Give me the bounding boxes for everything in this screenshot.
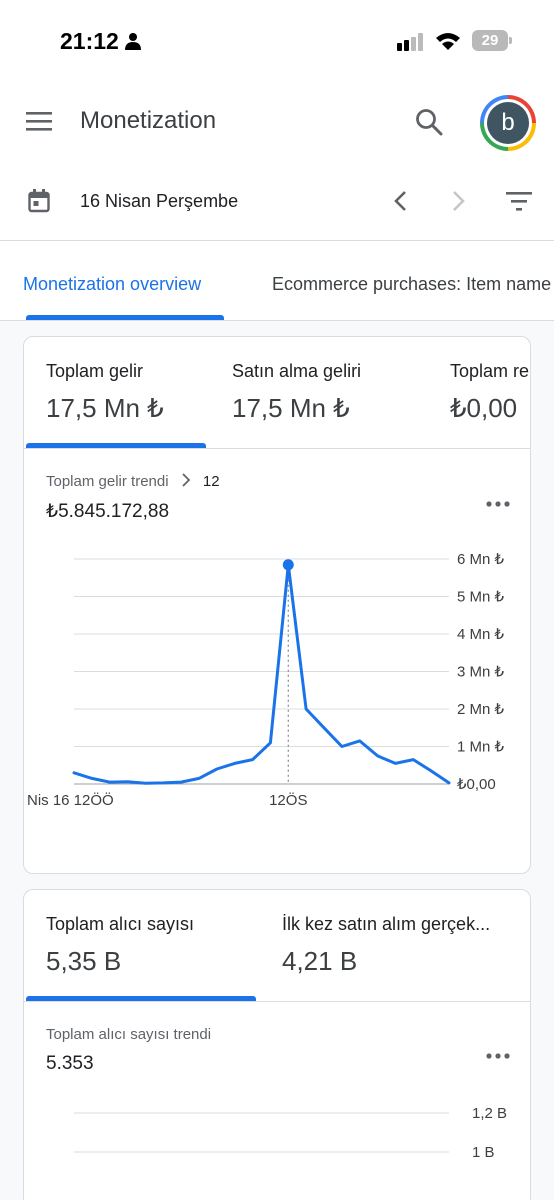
y-tick-label: ₺0,00 (457, 776, 496, 793)
y-tick-label: 2 Mn ₺ (457, 701, 505, 718)
y-tick-label: 1 Mn ₺ (457, 739, 505, 756)
trend-title[interactable]: Toplam gelir trendi 12 (46, 473, 220, 490)
buyers-trend-chart: 1 B 1,2 B (74, 1105, 507, 1161)
active-tab-indicator (26, 315, 224, 320)
buyers-card: Toplam alıcı sayısı 5,35 B İlk kez satın… (23, 889, 531, 1200)
metric-value: 17,5 Mn ₺ (46, 393, 164, 423)
chevron-right-icon (182, 473, 191, 487)
account-avatar[interactable]: b (480, 95, 536, 151)
more-options-icon[interactable] (486, 495, 510, 513)
y-tick-label: 6 Mn ₺ (457, 551, 505, 568)
avatar-letter: b (487, 102, 529, 144)
battery-indicator: 29 (472, 30, 508, 51)
chevron-right-icon[interactable] (449, 190, 469, 217)
card-divider (24, 448, 530, 449)
active-metric-indicator (26, 996, 256, 1001)
trend-value: 5.353 (46, 1053, 94, 1074)
avatar-frame: b (484, 99, 532, 147)
search-icon[interactable] (414, 107, 444, 142)
y-tick-label: 3 Mn ₺ (457, 664, 505, 681)
calendar-icon[interactable] (28, 189, 50, 218)
metric-value: 17,5 Mn ₺ (232, 393, 350, 423)
wifi-icon (435, 31, 461, 56)
page-title: Monetization (80, 107, 217, 134)
status-time: 21:12 (60, 28, 119, 54)
y-tick-label: 1 B (472, 1144, 495, 1161)
revenue-trend-chart: ₺0,00 1 Mn ₺ 2 Mn ₺ 3 Mn ₺ 4 Mn ₺ 5 Mn ₺ 6 Mn … (27, 551, 505, 809)
metric-label: Toplam alıcı sayısı (46, 914, 195, 934)
trend-value: ₺5.845.172,88 (46, 501, 170, 522)
chevron-left-icon[interactable] (391, 190, 411, 217)
more-options-icon[interactable] (486, 1047, 510, 1065)
card-divider (24, 1001, 530, 1002)
y-tick-label: 4 Mn ₺ (457, 626, 505, 643)
series-line (72, 563, 451, 785)
trend-title[interactable]: Toplam alıcı sayısı trendi (46, 1026, 212, 1043)
status-bar: 21:12 29 (0, 0, 554, 80)
person-icon (124, 32, 142, 55)
trend-title-text: Toplam gelir trendi (46, 473, 169, 490)
x-tick-label: 12ÖS (269, 791, 307, 809)
active-metric-indicator (26, 443, 206, 448)
metric-value: 5,35 B (46, 946, 122, 976)
metric-value: 4,21 B (282, 946, 358, 976)
trend-suffix: 12 (202, 473, 220, 490)
metric-label: Toplam reklam geliri (450, 361, 530, 381)
filter-icon[interactable] (506, 190, 532, 217)
metric-value: ₺0,00 (450, 393, 518, 423)
tab-monetization-overview[interactable]: Monetization overview (23, 274, 202, 294)
header-divider (0, 240, 554, 241)
metric-label: Satın alma geliri (232, 361, 362, 381)
metric-label: Toplam gelir (46, 361, 144, 381)
menu-icon[interactable] (26, 111, 52, 136)
highlight-point (282, 559, 294, 571)
battery-cap (509, 37, 512, 44)
x-tick-label: Nis 16 12ÖÖ (27, 791, 114, 809)
signal-icon (397, 33, 425, 56)
y-tick-label: 5 Mn ₺ (457, 589, 505, 606)
metric-label: İlk kez satın alım gerçek... (282, 914, 491, 934)
tab-ecommerce-purchases[interactable]: Ecommerce purchases: Item name (272, 274, 552, 294)
revenue-card: Toplam gelir 17,5 Mn ₺ Satın alma geliri… (23, 336, 531, 874)
date-label[interactable]: 16 Nisan Perşembe (80, 191, 239, 211)
y-tick-label: 1,2 B (472, 1105, 507, 1122)
tabs-divider (0, 320, 554, 321)
